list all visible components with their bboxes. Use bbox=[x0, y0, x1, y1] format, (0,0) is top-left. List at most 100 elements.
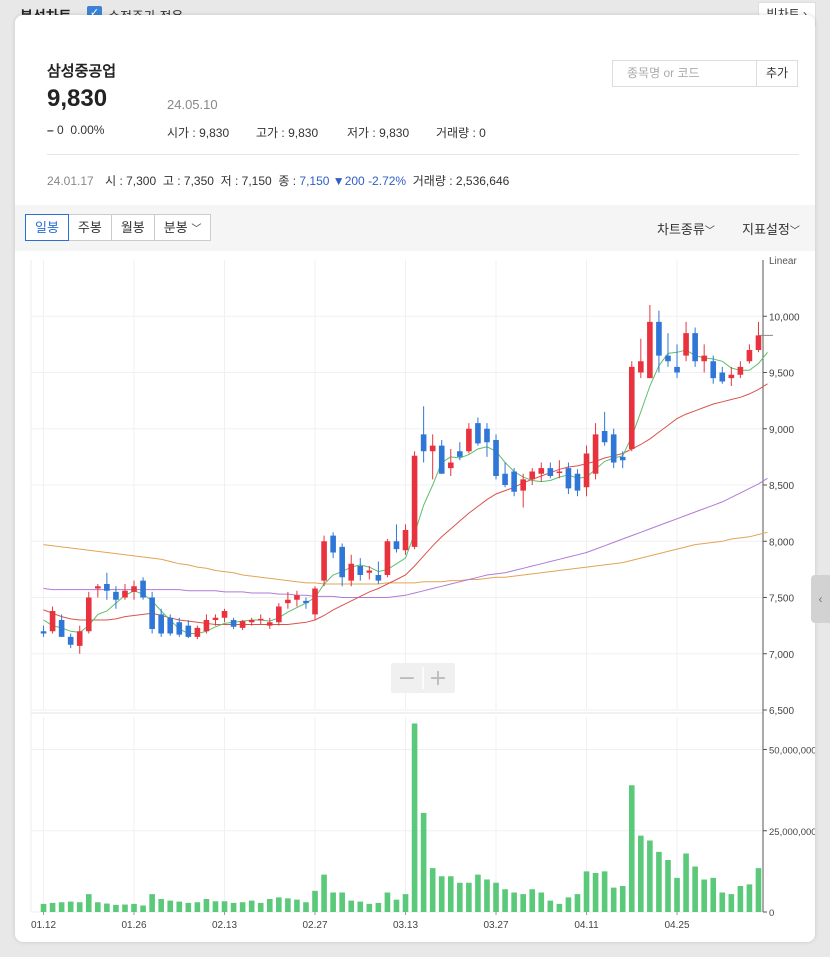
volume-bar bbox=[131, 903, 137, 912]
volume-bar bbox=[638, 835, 644, 912]
volume-tick-label: 25,000,000 bbox=[769, 827, 815, 838]
stock-date: 24.05.10 bbox=[167, 97, 218, 112]
candle bbox=[755, 335, 762, 350]
candle bbox=[592, 434, 599, 474]
candle bbox=[638, 361, 644, 373]
price-tick-label: 6,500 bbox=[769, 706, 794, 717]
candle bbox=[466, 428, 472, 452]
volume-bar bbox=[701, 879, 707, 912]
stock-price: 9,830 bbox=[47, 85, 108, 112]
volume-bar bbox=[719, 892, 726, 912]
candle bbox=[710, 361, 717, 379]
stock-search-input[interactable]: 종목명 or 코드 bbox=[612, 60, 757, 87]
candle bbox=[565, 468, 572, 489]
candle bbox=[303, 600, 309, 604]
volume-bar bbox=[411, 723, 418, 912]
volume-bar bbox=[104, 903, 110, 912]
candle bbox=[583, 453, 590, 488]
volume-bar bbox=[67, 901, 74, 912]
x-tick-label: 04.11 bbox=[574, 920, 599, 931]
open-price: 시가 : 9,830 bbox=[167, 126, 230, 140]
volume-bar bbox=[502, 889, 508, 912]
add-stock-button[interactable]: 추가 bbox=[757, 60, 798, 87]
volume-bar bbox=[674, 877, 680, 912]
candle bbox=[737, 366, 744, 375]
stock-name: 삼성중공업 bbox=[47, 63, 117, 80]
volume-bar bbox=[438, 876, 445, 912]
candle bbox=[203, 620, 210, 632]
volume-bar bbox=[375, 902, 382, 912]
tab-monthly[interactable]: 월봉 bbox=[110, 214, 155, 241]
candle bbox=[647, 321, 653, 379]
candle bbox=[574, 473, 581, 491]
candle bbox=[212, 617, 219, 620]
volume-bar bbox=[755, 868, 762, 912]
price-chart[interactable]: Linear 10,000 9,500 9,000 8,500 8,000 7,500 7,0… bbox=[15, 15, 815, 942]
tab-daily[interactable]: 일봉 bbox=[25, 214, 69, 241]
volume-bar bbox=[447, 876, 454, 912]
volume-bar bbox=[384, 892, 391, 912]
volume-bar bbox=[547, 900, 554, 912]
period-tabs: 일봉 주봉 월봉 분봉 ﹀ bbox=[25, 214, 212, 241]
candle bbox=[276, 606, 282, 623]
volume-bar bbox=[212, 901, 219, 912]
candle bbox=[719, 372, 726, 382]
volume-bar bbox=[167, 900, 174, 912]
ma120-line bbox=[43, 531, 768, 585]
volume-bar bbox=[312, 890, 318, 912]
volume-bar bbox=[493, 882, 499, 912]
chevron-down-icon: ﹀ bbox=[789, 226, 800, 237]
volume-bar bbox=[628, 785, 635, 912]
candle bbox=[321, 541, 327, 581]
volume-bar bbox=[647, 840, 653, 912]
candle bbox=[502, 473, 508, 485]
candle bbox=[520, 479, 526, 491]
candle bbox=[140, 580, 146, 598]
zoom-in-button[interactable]: + bbox=[429, 666, 447, 691]
tab-minute[interactable]: 분봉 ﹀ bbox=[153, 214, 212, 241]
candle bbox=[113, 591, 119, 600]
volume-bar bbox=[176, 901, 183, 912]
candle bbox=[529, 471, 536, 480]
volume-bar bbox=[40, 903, 47, 912]
zoom-out-button[interactable]: − bbox=[398, 666, 416, 691]
volume-bar bbox=[257, 902, 264, 912]
stock-change: – 0 0.00% bbox=[47, 123, 104, 137]
candle bbox=[104, 584, 110, 591]
volume-bar bbox=[140, 905, 146, 912]
flat-icon: – bbox=[47, 123, 54, 137]
ma5-line bbox=[43, 349, 768, 634]
candle bbox=[185, 625, 192, 637]
volume-bar bbox=[610, 887, 617, 912]
candle bbox=[538, 468, 545, 474]
candle bbox=[257, 618, 264, 621]
candle bbox=[49, 611, 56, 632]
volume-bar bbox=[556, 903, 563, 912]
volume-bar bbox=[49, 902, 56, 912]
volume-bar bbox=[656, 851, 662, 912]
volume-bar bbox=[475, 874, 481, 912]
candle bbox=[429, 445, 436, 452]
chart-type-menu[interactable]: 차트종류﹀ bbox=[657, 222, 715, 237]
volume-bar bbox=[692, 866, 698, 912]
candle bbox=[67, 636, 74, 645]
indicator-menu[interactable]: 지표설정﹀ bbox=[742, 222, 800, 237]
candle bbox=[294, 595, 300, 600]
candle bbox=[176, 622, 183, 635]
candle bbox=[95, 586, 101, 589]
candle bbox=[683, 333, 689, 356]
change-pct: 0.00% bbox=[70, 123, 105, 137]
volume-bar bbox=[728, 894, 735, 912]
high-price: 고가 : 9,830 bbox=[256, 126, 319, 140]
volume-bar bbox=[457, 882, 463, 912]
candle bbox=[76, 631, 83, 646]
candle bbox=[393, 541, 400, 550]
candle bbox=[312, 588, 318, 615]
hover-close: 7,150 bbox=[299, 174, 330, 188]
candle bbox=[674, 366, 680, 373]
candle bbox=[384, 541, 391, 575]
volume-bar bbox=[665, 860, 671, 912]
volume-tick-label: 50,000,000 bbox=[769, 746, 815, 757]
candle bbox=[665, 355, 671, 362]
side-panel-toggle[interactable]: ‹ bbox=[811, 575, 830, 623]
